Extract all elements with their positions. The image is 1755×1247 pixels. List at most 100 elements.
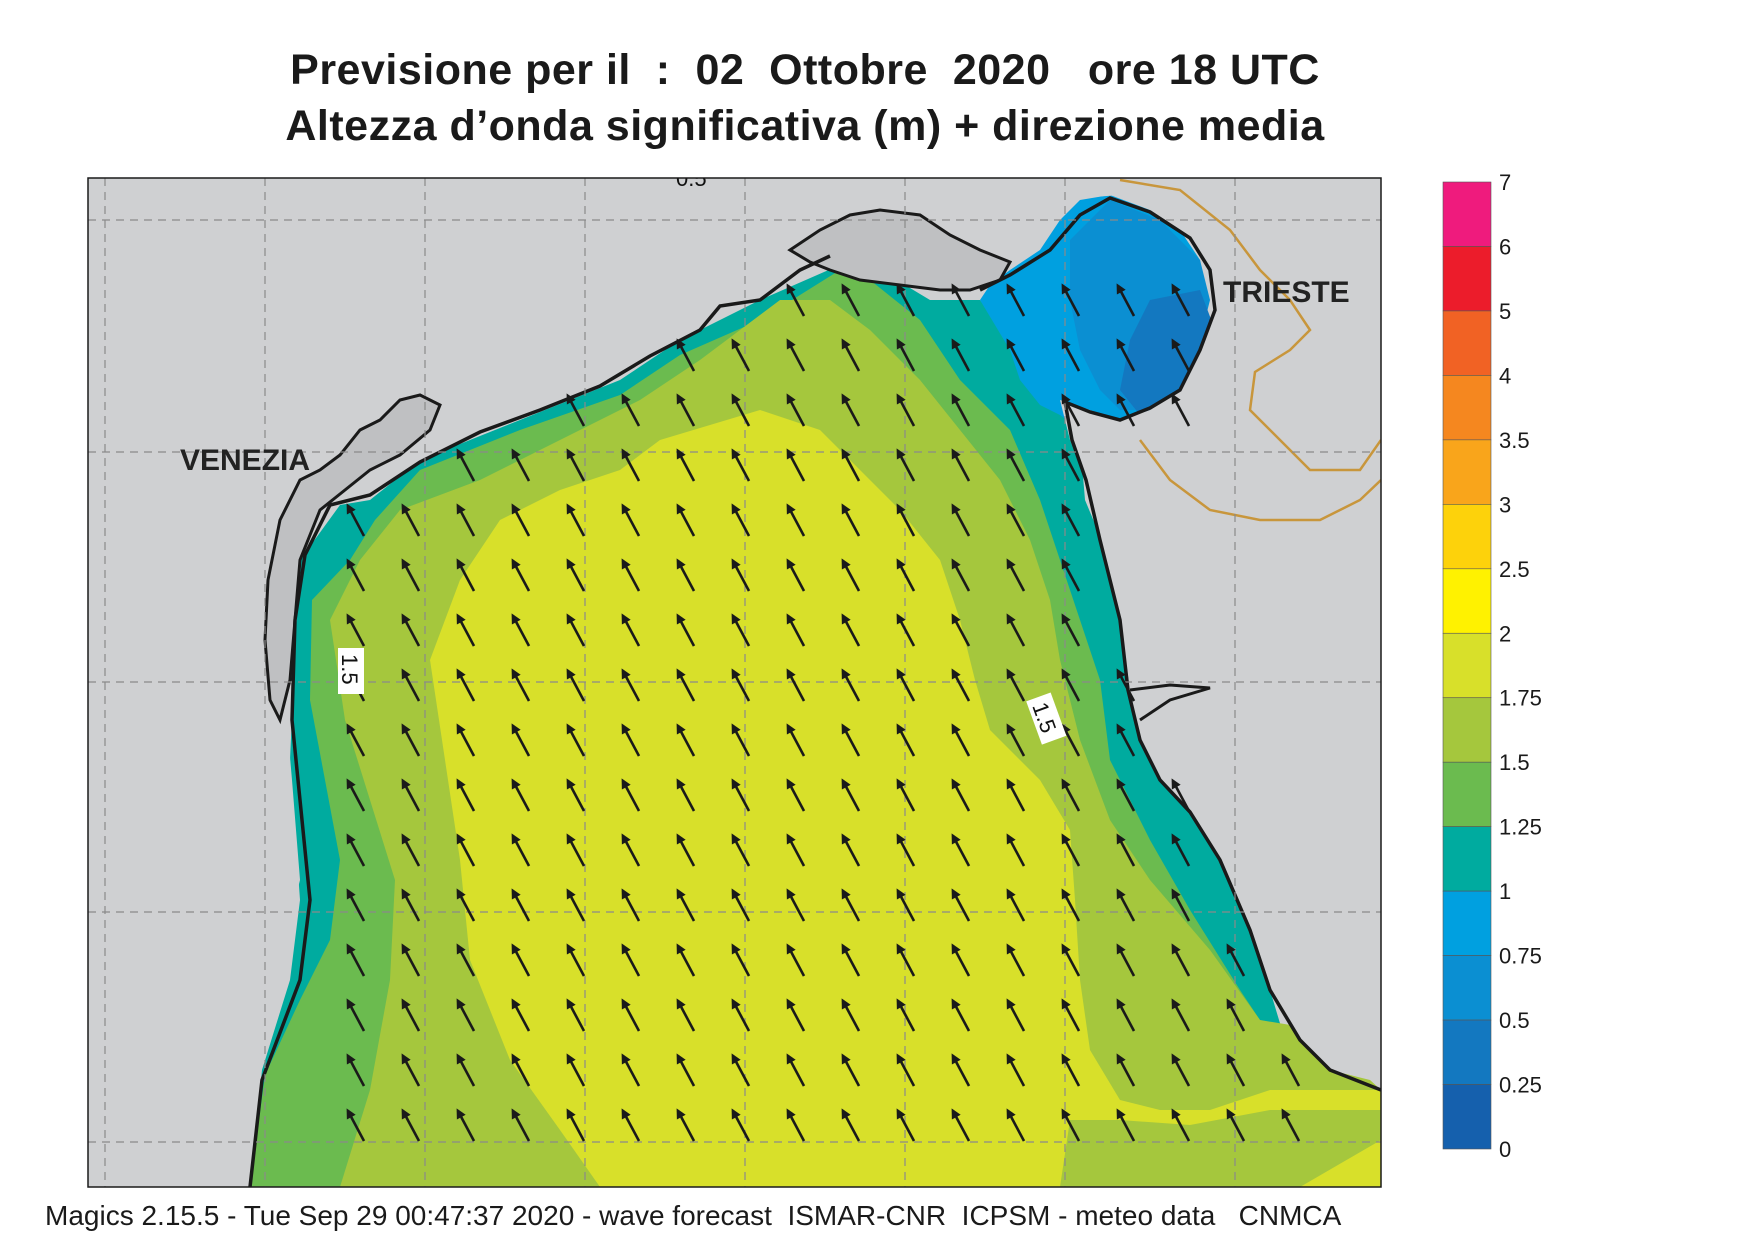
legend-swatch <box>1442 955 1492 1021</box>
direction-arrow <box>1226 1053 1246 1087</box>
direction-arrow <box>1116 778 1136 812</box>
direction-arrow <box>786 723 806 757</box>
direction-arrow <box>1006 448 1026 482</box>
direction-arrow <box>1171 943 1191 977</box>
legend-tick-label: 1 <box>1499 879 1511 904</box>
svg-text:1.5: 1.5 <box>337 654 362 685</box>
direction-arrow <box>951 1053 971 1087</box>
legend-swatch <box>1442 890 1492 956</box>
direction-arrow <box>731 723 751 757</box>
legend-swatch <box>1442 1084 1492 1150</box>
direction-arrow <box>346 503 366 537</box>
direction-arrow <box>786 888 806 922</box>
direction-arrow <box>841 393 861 427</box>
direction-arrow <box>1061 723 1081 757</box>
direction-arrow <box>1171 393 1191 427</box>
variable-title: Altezza d’onda significativa (m) + direz… <box>285 102 1325 150</box>
direction-arrow <box>621 1053 641 1087</box>
venice-lagoon <box>263 393 442 725</box>
footer-credits: Magics 2.15.5 - Tue Sep 29 00:47:37 2020… <box>45 1200 1342 1231</box>
direction-arrow <box>731 448 751 482</box>
direction-arrow <box>951 613 971 647</box>
direction-arrow <box>841 943 861 977</box>
direction-arrow <box>951 448 971 482</box>
direction-arrow <box>621 503 641 537</box>
direction-arrow <box>566 558 586 592</box>
legend-swatch <box>1442 568 1492 634</box>
direction-arrow <box>566 723 586 757</box>
direction-arrow <box>621 1108 641 1142</box>
direction-arrow <box>896 1053 916 1087</box>
legend-tick-label: 1.5 <box>1499 750 1530 775</box>
contour-label-west: 1.5 <box>337 648 364 694</box>
direction-arrow <box>511 503 531 537</box>
legend-swatch <box>1442 310 1492 376</box>
direction-arrow <box>621 613 641 647</box>
direction-arrow <box>786 943 806 977</box>
direction-arrow <box>1226 943 1246 977</box>
direction-arrow <box>1226 1108 1246 1142</box>
legend-swatch <box>1442 761 1492 827</box>
direction-arrow <box>401 668 421 702</box>
direction-arrow <box>676 393 696 427</box>
direction-arrow <box>1006 943 1026 977</box>
legend-swatch <box>1442 504 1492 570</box>
direction-arrow <box>841 833 861 867</box>
direction-arrow <box>786 613 806 647</box>
direction-arrow <box>786 503 806 537</box>
legend-tick-label: 1.25 <box>1499 815 1542 840</box>
direction-arrow <box>1116 393 1136 427</box>
direction-arrow <box>1006 338 1026 372</box>
direction-arrow <box>786 283 806 317</box>
direction-arrow <box>786 558 806 592</box>
direction-arrow <box>566 393 586 427</box>
direction-arrow <box>456 778 476 812</box>
direction-arrow <box>951 723 971 757</box>
direction-arrow <box>456 448 476 482</box>
direction-arrow <box>731 833 751 867</box>
direction-arrow <box>346 943 366 977</box>
direction-arrow <box>566 503 586 537</box>
direction-arrow <box>731 558 751 592</box>
legend-swatch <box>1442 1019 1492 1085</box>
direction-arrow <box>951 833 971 867</box>
direction-arrow <box>456 613 476 647</box>
direction-arrow <box>511 888 531 922</box>
legend-swatch <box>1442 632 1492 699</box>
place-label-trieste: TRIESTE <box>1223 276 1350 309</box>
legend-swatch <box>1442 375 1492 441</box>
direction-arrow <box>456 888 476 922</box>
direction-arrow <box>621 943 641 977</box>
direction-arrow <box>1116 668 1136 702</box>
direction-arrow <box>511 448 531 482</box>
friuli-land <box>830 178 1381 1090</box>
direction-arrow <box>676 668 696 702</box>
direction-arrow <box>896 943 916 977</box>
direction-arrow <box>511 1108 531 1142</box>
direction-arrow <box>841 888 861 922</box>
direction-arrow <box>731 998 751 1032</box>
direction-arrow <box>1006 503 1026 537</box>
direction-arrow <box>1006 998 1026 1032</box>
direction-arrow <box>731 338 751 372</box>
direction-arrow <box>896 558 916 592</box>
direction-arrow <box>731 613 751 647</box>
direction-arrow <box>566 778 586 812</box>
direction-arrow <box>346 723 366 757</box>
direction-arrow <box>1171 283 1191 317</box>
direction-arrow <box>841 448 861 482</box>
direction-arrow <box>676 833 696 867</box>
direction-arrow <box>566 998 586 1032</box>
direction-arrow <box>951 393 971 427</box>
direction-arrow <box>731 778 751 812</box>
direction-arrow <box>456 503 476 537</box>
direction-arrow <box>511 943 531 977</box>
direction-arrow <box>676 943 696 977</box>
direction-arrow <box>786 393 806 427</box>
direction-arrow <box>731 393 751 427</box>
direction-arrow <box>456 558 476 592</box>
direction-arrow <box>951 558 971 592</box>
direction-arrow <box>841 613 861 647</box>
legend-tick-label: 2.5 <box>1499 557 1530 582</box>
